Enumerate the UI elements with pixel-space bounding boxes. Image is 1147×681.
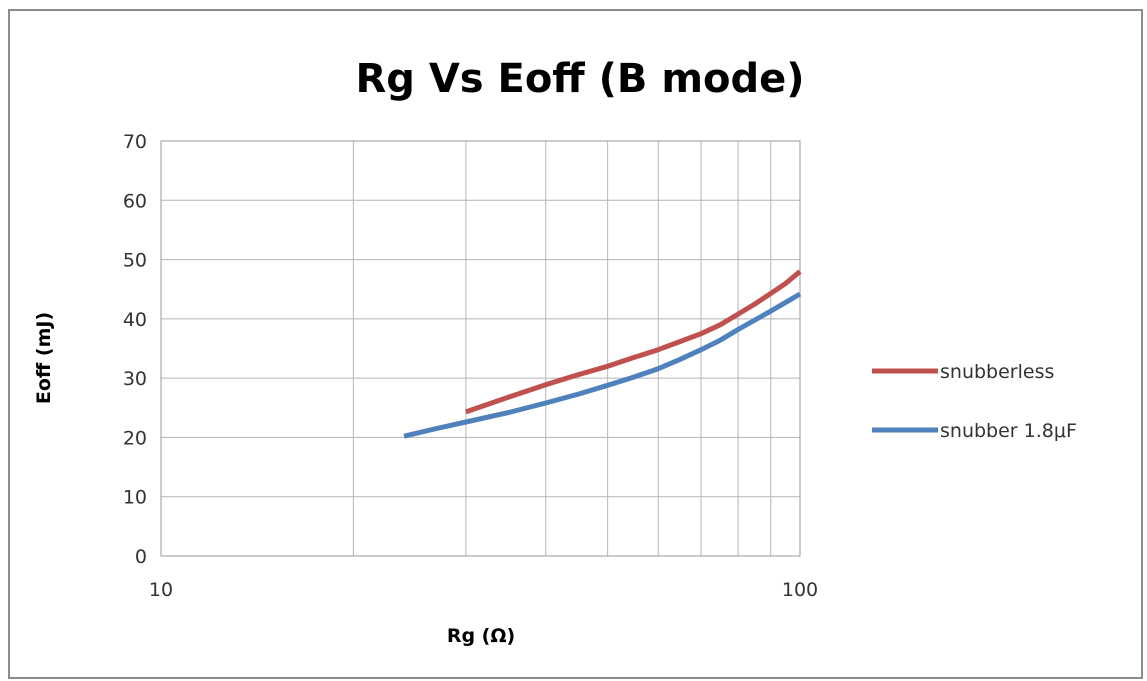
chart-frame: [8, 9, 1143, 679]
y-tick-label: 70: [123, 131, 147, 153]
y-tick-label: 0: [135, 546, 147, 568]
chart-title: Rg Vs Eoff (B mode): [355, 56, 804, 102]
y-tick-label: 40: [123, 309, 147, 331]
legend: snubberless snubber 1.8μF: [872, 361, 1077, 442]
y-tick-label: 10: [123, 487, 147, 509]
y-tick-label: 20: [123, 427, 147, 449]
y-axis-ticks: 0 10 20 30 40 50 60 70: [123, 131, 147, 568]
y-tick-label: 60: [123, 190, 147, 212]
plot-border: [160, 140, 801, 557]
plot-area: [160, 140, 801, 557]
y-tick-label: 50: [123, 250, 147, 272]
y-axis-title: Eoff (mJ): [33, 312, 55, 404]
x-tick-label: 10: [149, 579, 173, 601]
x-axis-ticks: 10 100: [149, 579, 818, 601]
series-line-1: [403, 291, 802, 439]
series-lines: [403, 269, 802, 439]
legend-label: snubberless: [940, 361, 1054, 383]
legend-label: snubber 1.8μF: [940, 420, 1077, 442]
y-tick-label: 30: [123, 368, 147, 390]
x-tick-label: 100: [782, 579, 818, 601]
series-line-0: [465, 269, 802, 415]
x-axis-title: Rg (Ω): [447, 625, 515, 647]
